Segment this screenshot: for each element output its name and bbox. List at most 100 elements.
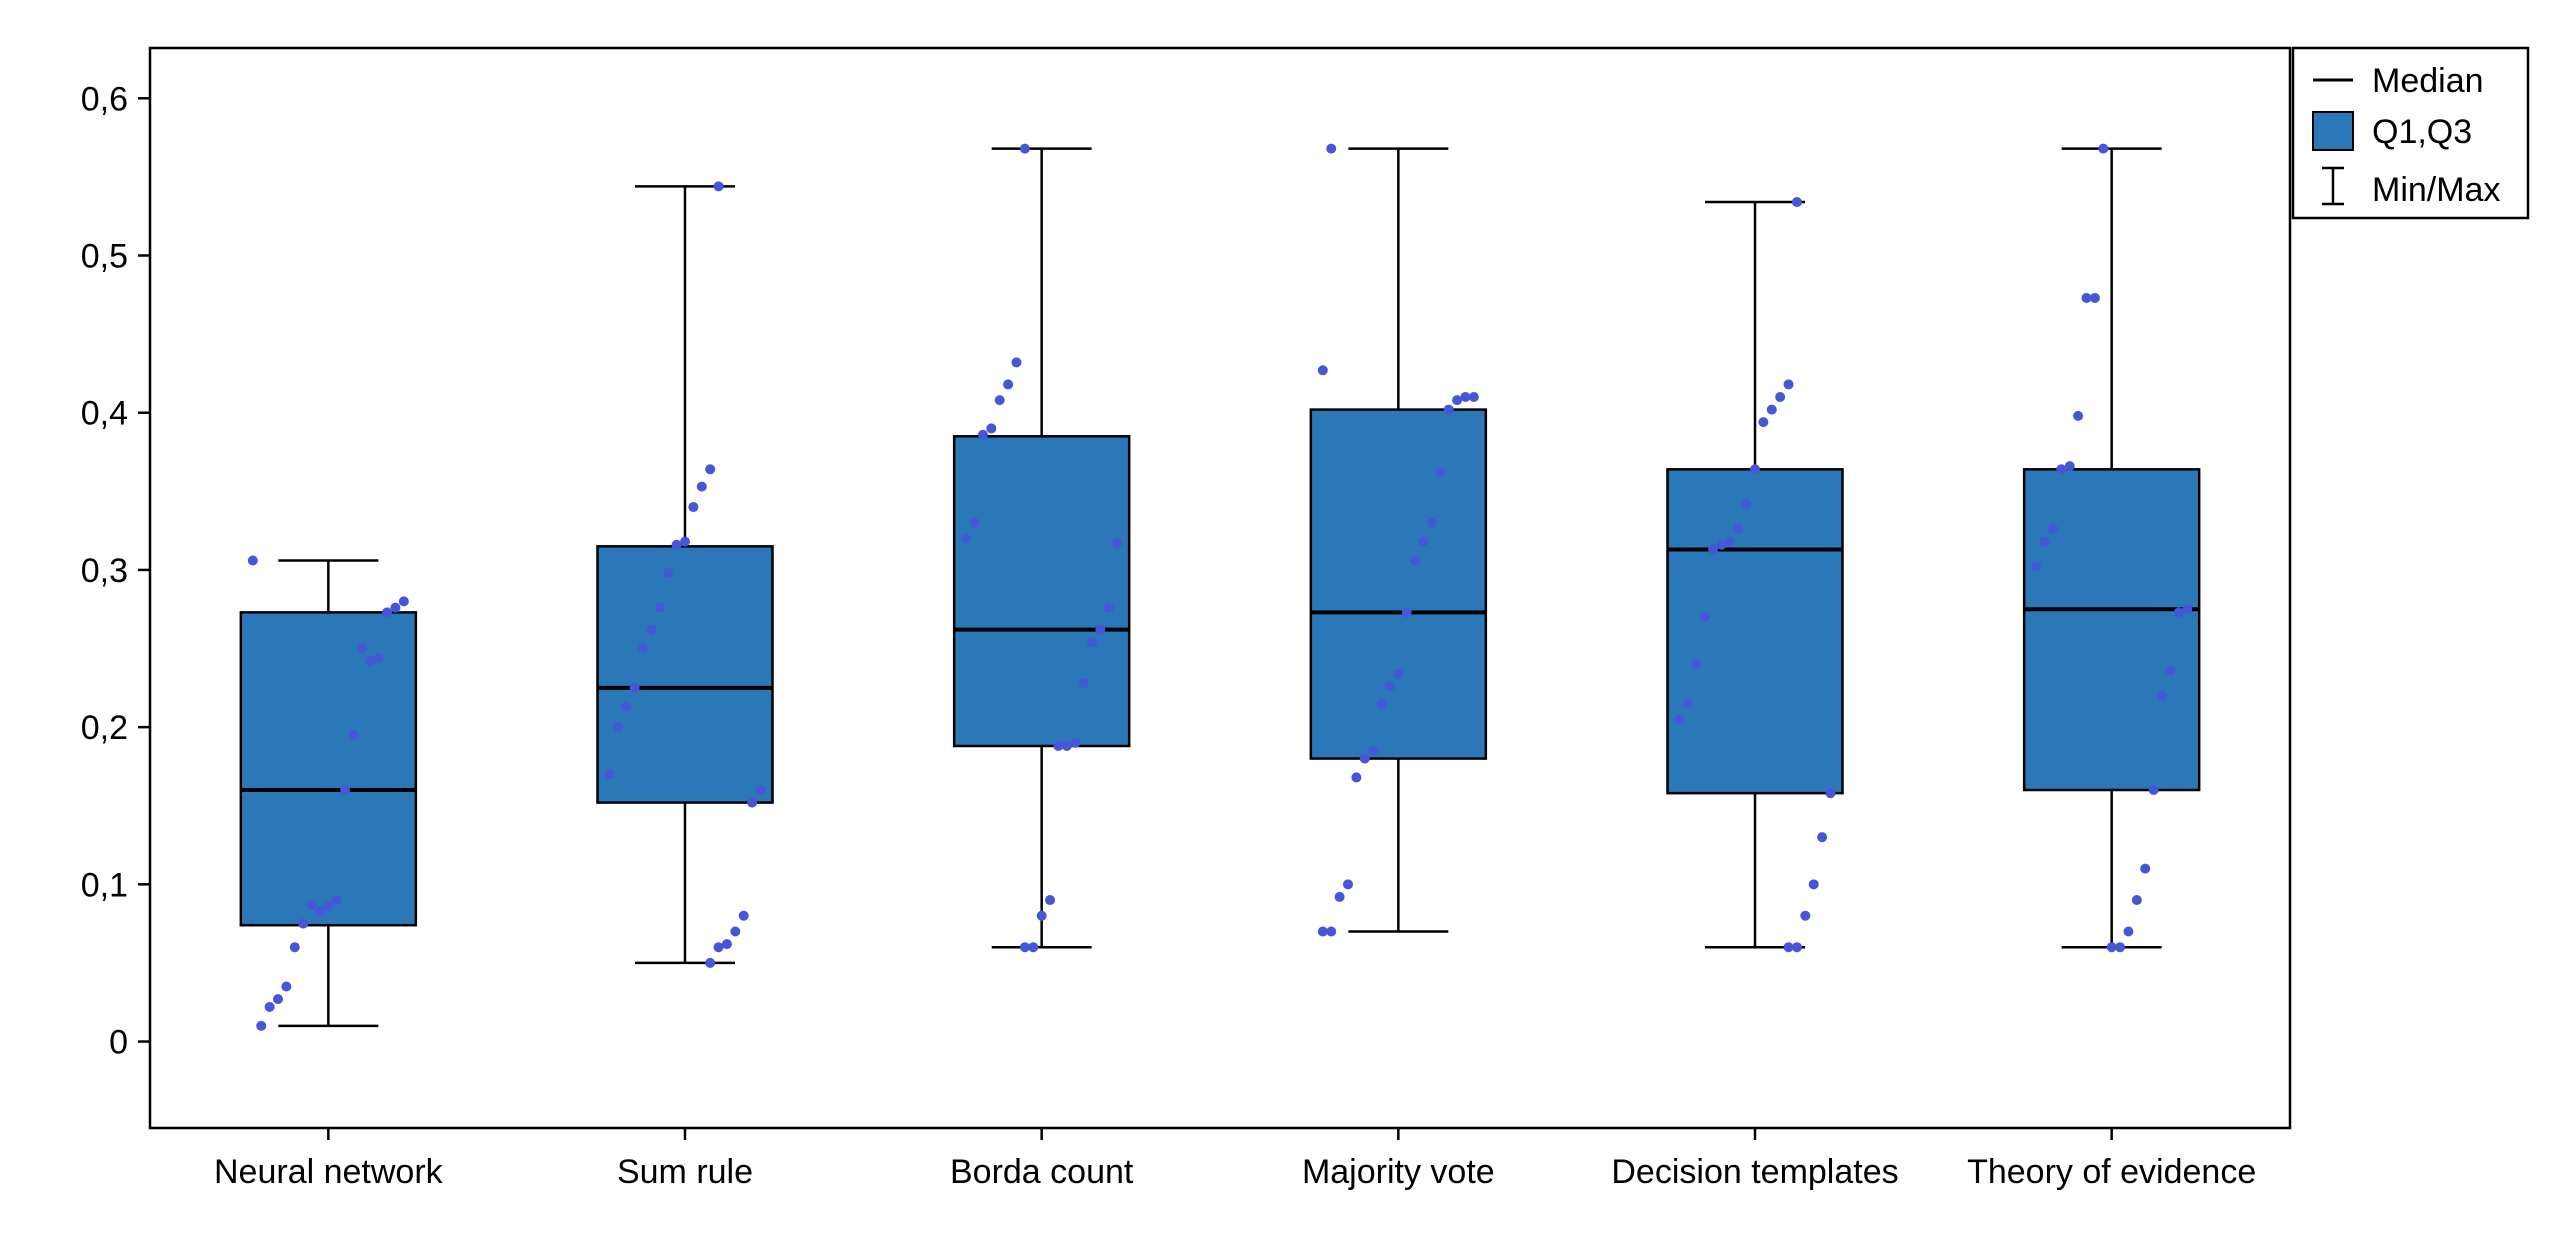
box-group <box>239 147 2201 1028</box>
data-point <box>298 918 309 929</box>
x-tick-label: Sum rule <box>617 1153 753 1191</box>
data-point <box>612 722 623 733</box>
data-point <box>2064 461 2075 472</box>
data-point <box>1368 745 1379 756</box>
data-point <box>2031 561 2042 572</box>
data-point <box>1326 143 1337 154</box>
data-point <box>1326 926 1337 937</box>
data-point <box>1716 539 1727 550</box>
data-point <box>1070 737 1081 748</box>
data-point <box>1817 832 1828 843</box>
iqr-box <box>1666 468 1844 795</box>
data-point <box>1317 365 1328 376</box>
data-point <box>1036 910 1047 921</box>
data-point <box>2165 665 2176 676</box>
box-5 <box>1666 200 1844 949</box>
legend-median-label: Median <box>2372 62 2484 100</box>
plot-frame <box>148 46 2292 1130</box>
data-point <box>2131 895 2142 906</box>
data-point <box>688 502 699 513</box>
data-point <box>969 517 980 528</box>
data-point <box>1682 698 1693 709</box>
data-point <box>2081 292 2092 303</box>
data-point <box>2115 942 2126 953</box>
data-point <box>1053 740 1064 751</box>
data-point <box>2173 607 2184 618</box>
data-point <box>2140 863 2151 874</box>
data-point <box>256 1020 267 1031</box>
point-group <box>247 143 2193 1031</box>
data-point <box>1343 879 1353 890</box>
data-point <box>1426 517 1437 528</box>
data-point <box>604 769 615 780</box>
iqr-box <box>2022 468 2201 792</box>
data-point <box>247 555 258 566</box>
data-point <box>273 994 283 1005</box>
data-point <box>2056 464 2067 475</box>
data-point <box>1028 942 1039 953</box>
data-point <box>1775 391 1786 402</box>
iqr-box <box>596 545 774 804</box>
data-point <box>1460 391 1471 402</box>
data-point <box>663 568 674 579</box>
data-point <box>2106 942 2117 953</box>
data-point <box>1791 197 1802 208</box>
y-tick-label: 0,4 <box>81 395 128 433</box>
data-point <box>1800 910 1811 921</box>
legend: Median Q1,Q3 Min/Max <box>2291 46 2530 220</box>
data-point <box>1724 536 1735 547</box>
data-point <box>281 981 292 992</box>
box-2 <box>596 185 774 965</box>
data-point <box>1103 602 1114 613</box>
y-tick-label: 0,5 <box>81 238 128 276</box>
data-point <box>1351 772 1362 783</box>
data-point <box>1317 926 1328 937</box>
data-point <box>1393 668 1404 679</box>
data-point <box>705 464 716 475</box>
y-tick-label: 0,3 <box>81 552 128 590</box>
y-tick-label: 0 <box>109 1024 128 1062</box>
data-point <box>738 910 749 921</box>
data-point <box>1783 379 1794 390</box>
data-point <box>1733 524 1744 535</box>
data-point <box>1061 740 1072 751</box>
data-point <box>671 539 682 550</box>
data-point <box>721 939 732 950</box>
data-point <box>1808 879 1819 890</box>
data-point <box>986 423 997 434</box>
y-tick-label: 0,6 <box>81 80 128 118</box>
data-point <box>1410 555 1421 566</box>
y-tick-label: 0,1 <box>81 866 128 904</box>
data-point <box>365 656 376 667</box>
data-point <box>1435 467 1446 478</box>
data-point <box>638 643 649 654</box>
data-point <box>1443 404 1454 415</box>
data-point <box>1045 895 1056 906</box>
data-point <box>680 536 690 547</box>
data-point <box>2182 604 2193 615</box>
data-point <box>1401 607 1412 618</box>
data-point <box>961 533 972 544</box>
x-tick-label: Neural network <box>214 1153 444 1191</box>
data-point <box>1418 536 1429 547</box>
data-point <box>348 729 359 740</box>
data-point <box>1750 464 1760 475</box>
data-point <box>654 602 665 613</box>
data-point <box>713 942 724 953</box>
data-point <box>2089 292 2100 303</box>
x-tick-label: Theory of evidence <box>1967 1153 2256 1191</box>
data-point <box>1691 659 1702 670</box>
data-point <box>2148 785 2159 796</box>
data-point <box>340 785 351 796</box>
iqr-box <box>239 611 418 927</box>
data-point <box>713 181 724 192</box>
data-point <box>1003 379 1014 390</box>
x-axis: Neural network Sum rule Borda count Majorit… <box>214 1128 2256 1191</box>
data-point <box>705 957 716 968</box>
x-tick-label: Decision templates <box>1611 1153 1898 1191</box>
data-point <box>629 682 640 693</box>
data-point <box>1087 637 1097 648</box>
legend-q1q3-symbol <box>2312 111 2354 151</box>
data-point <box>977 429 988 440</box>
